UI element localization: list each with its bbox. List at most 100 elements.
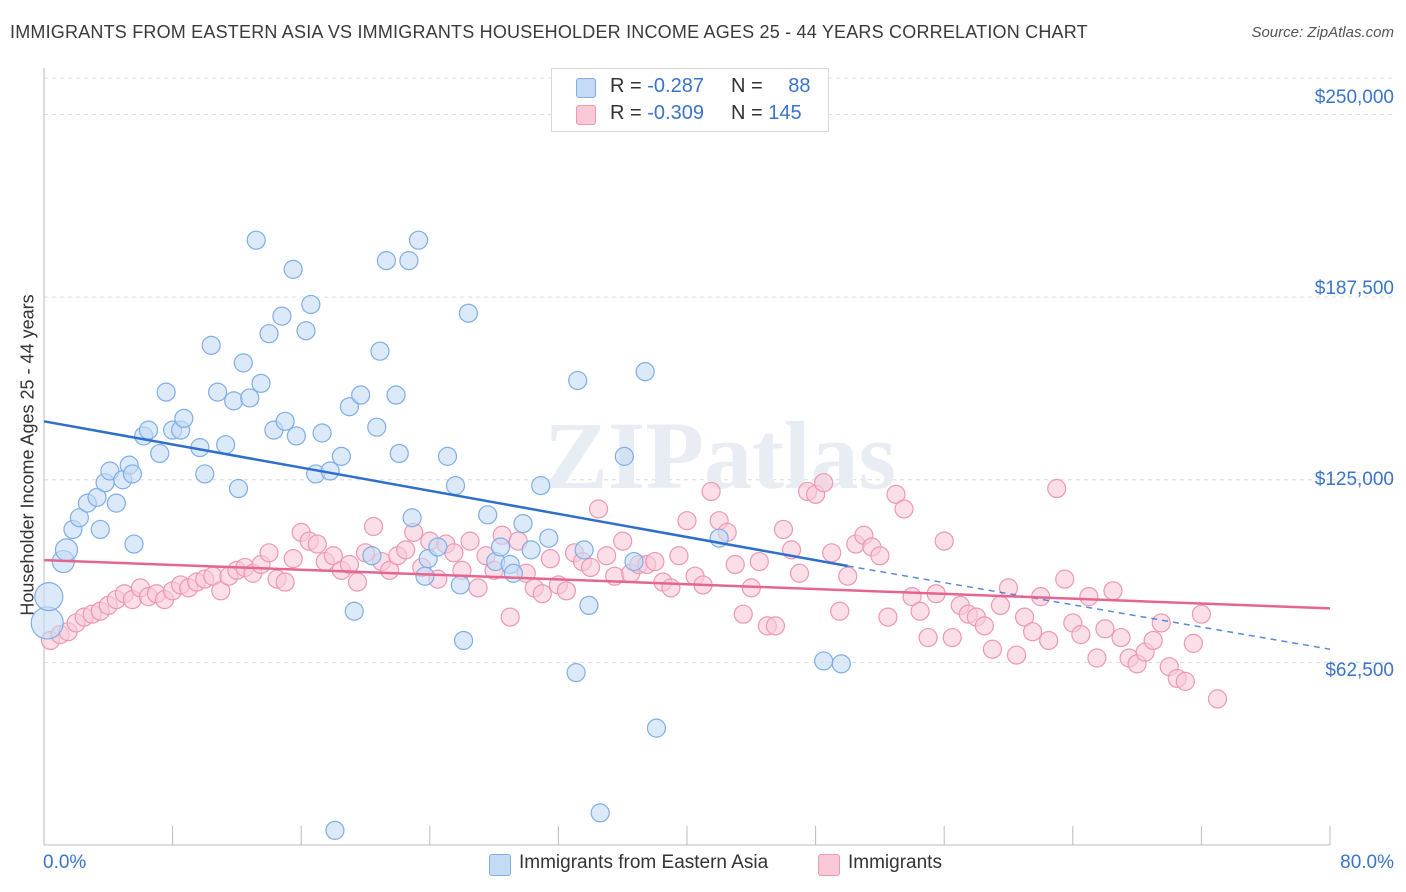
eastern-asia-point bbox=[331, 446, 351, 466]
immigrants-point bbox=[363, 516, 384, 537]
eastern-asia-point bbox=[233, 353, 253, 373]
immigrants-point bbox=[1111, 627, 1131, 648]
eastern-asia-point bbox=[208, 382, 228, 402]
immigrants-point bbox=[773, 519, 794, 540]
immigrants-point bbox=[1071, 625, 1091, 645]
eastern-asia-point bbox=[428, 537, 448, 557]
legend-swatch-pink bbox=[576, 105, 596, 125]
immigrants-point bbox=[532, 584, 552, 604]
eastern-asia-point bbox=[458, 303, 478, 323]
eastern-asia-point bbox=[445, 476, 466, 496]
eastern-asia-point bbox=[568, 370, 588, 391]
eastern-asia-point bbox=[283, 259, 303, 279]
y-tick-label: $187,500 bbox=[1314, 278, 1394, 299]
legend-n-label: N = bbox=[731, 75, 763, 97]
eastern-asia-point bbox=[275, 411, 295, 431]
y-axis-title: Householder Income Ages 25 - 44 years bbox=[17, 294, 38, 616]
eastern-asia-point bbox=[370, 341, 390, 361]
immigrants-point bbox=[910, 601, 930, 621]
legend-n-label: N = bbox=[731, 102, 763, 124]
immigrants-point bbox=[1183, 633, 1203, 653]
eastern-asia-point bbox=[34, 582, 64, 612]
eastern-asia-point bbox=[376, 251, 396, 271]
x-axis-ticks bbox=[43, 826, 1331, 845]
eastern-asia-point bbox=[437, 446, 458, 466]
immigrants-point bbox=[982, 639, 1003, 659]
legend-swatch-blue bbox=[489, 854, 511, 876]
immigrants-point bbox=[878, 607, 898, 627]
eastern-asia-point bbox=[174, 408, 194, 429]
legend-n-value: 88 bbox=[788, 75, 811, 97]
eastern-asia-point bbox=[339, 397, 360, 417]
eastern-asia-point bbox=[478, 505, 498, 525]
trend-line-immigrants bbox=[43, 558, 1331, 610]
legend-label: Immigrants bbox=[848, 852, 942, 873]
immigrants-point bbox=[1055, 569, 1075, 589]
eastern-asia-point bbox=[259, 324, 279, 344]
eastern-asia-point bbox=[138, 420, 159, 440]
legend-r-label: R = bbox=[610, 75, 642, 97]
immigrants-point bbox=[556, 581, 577, 601]
eastern-asia-point bbox=[124, 534, 144, 554]
legend-swatch-blue bbox=[576, 78, 596, 98]
legend-r-value: -0.309 bbox=[647, 102, 704, 124]
eastern-asia-point bbox=[450, 575, 470, 595]
eastern-asia-point bbox=[246, 230, 266, 250]
immigrants-point bbox=[789, 563, 810, 583]
eastern-asia-point bbox=[521, 540, 541, 560]
eastern-asia-point bbox=[344, 601, 364, 621]
immigrants-point bbox=[1014, 607, 1035, 627]
eastern-asia-point bbox=[228, 478, 249, 499]
immigrants-point bbox=[540, 549, 560, 569]
trend-line-eastern-asia bbox=[43, 420, 848, 568]
eastern-asia-point bbox=[453, 630, 474, 651]
immigrants-point bbox=[1191, 604, 1212, 624]
eastern-asia-point bbox=[156, 382, 176, 402]
x-tick-label: 0.0% bbox=[43, 852, 87, 873]
immigrants-point bbox=[733, 604, 753, 624]
eastern-asia-point bbox=[351, 385, 371, 405]
immigrants-point bbox=[259, 543, 279, 563]
eastern-asia-point bbox=[362, 546, 382, 566]
eastern-asia-point bbox=[224, 391, 244, 411]
chart-title: IMMIGRANTS FROM EASTERN ASIA VS IMMIGRAN… bbox=[10, 22, 1088, 42]
eastern-asia-point bbox=[566, 663, 586, 683]
eastern-asia-point bbox=[574, 540, 594, 560]
eastern-asia-point bbox=[513, 513, 533, 534]
eastern-asia-point bbox=[415, 566, 435, 586]
y-tick-label: $250,000 bbox=[1314, 87, 1394, 108]
eastern-asia-point bbox=[402, 508, 422, 528]
correlation-legend: R = -0.287 N = 88 R = -0.309 N = 145 bbox=[551, 68, 829, 132]
immigrants-point bbox=[211, 581, 231, 601]
eastern-asia-point bbox=[503, 563, 523, 583]
immigrants-point bbox=[500, 607, 520, 627]
eastern-asia-point bbox=[635, 362, 655, 382]
legend-r-label: R = bbox=[610, 102, 642, 124]
immigrants-point bbox=[275, 572, 295, 592]
immigrants-point bbox=[974, 616, 994, 636]
eastern-asia-point bbox=[590, 803, 610, 823]
eastern-asia-point bbox=[286, 426, 306, 446]
eastern-asia-point bbox=[399, 251, 419, 271]
immigrants-point bbox=[307, 534, 327, 554]
immigrants-point bbox=[1095, 619, 1115, 639]
eastern-asia-point bbox=[150, 443, 170, 464]
eastern-asia-point bbox=[216, 435, 236, 455]
immigrants-point bbox=[918, 627, 938, 648]
eastern-asia-point bbox=[301, 294, 321, 315]
y-tick-label: $125,000 bbox=[1314, 469, 1394, 490]
eastern-asia-point bbox=[389, 443, 409, 464]
immigrants-point bbox=[588, 499, 609, 519]
immigrants-point bbox=[1039, 630, 1059, 651]
eastern-asia-point bbox=[106, 493, 126, 513]
eastern-asia-point bbox=[646, 718, 667, 738]
eastern-asia-point bbox=[624, 551, 644, 572]
immigrants-point bbox=[645, 551, 665, 572]
legend-label: Immigrants from Eastern Asia bbox=[519, 852, 769, 873]
trend-lines bbox=[43, 420, 1331, 650]
eastern-asia-point bbox=[490, 537, 511, 557]
legend-n-value: 145 bbox=[768, 102, 802, 124]
eastern-asia-point bbox=[122, 464, 143, 484]
eastern-asia-point bbox=[325, 820, 345, 840]
